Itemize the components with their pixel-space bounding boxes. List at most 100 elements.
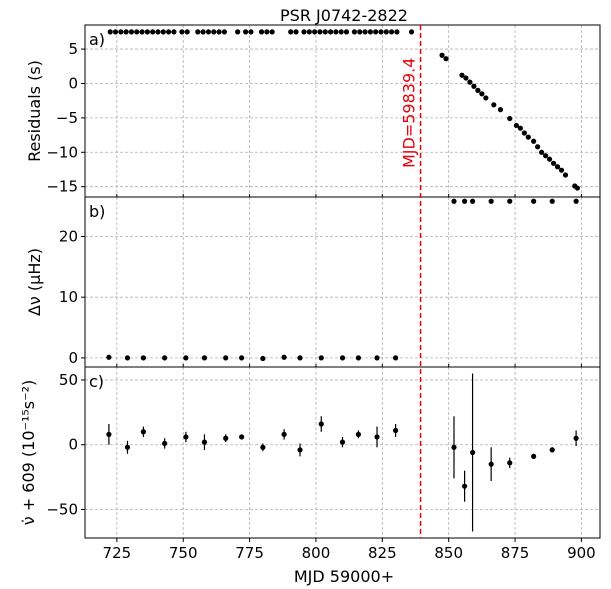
data-point xyxy=(517,125,523,131)
data-point xyxy=(546,156,553,162)
data-point xyxy=(124,355,131,361)
glitch-marker: MJD=59839.4 xyxy=(400,25,422,538)
data-point xyxy=(367,29,373,35)
data-point xyxy=(201,439,208,445)
data-point xyxy=(183,434,189,440)
data-point xyxy=(195,29,201,35)
data-point xyxy=(140,429,147,435)
data-point xyxy=(467,79,473,85)
data-point xyxy=(235,29,241,35)
glitch-label: MJD=59839.4 xyxy=(400,58,419,168)
data-point xyxy=(469,198,476,204)
data-point xyxy=(383,29,389,35)
data-point xyxy=(223,355,229,361)
data-point xyxy=(123,29,129,35)
x-tick-label: 750 xyxy=(169,544,198,562)
data-point xyxy=(475,87,481,93)
x-tick-label: 775 xyxy=(235,544,264,562)
data-point xyxy=(179,29,185,35)
data-point xyxy=(140,355,147,361)
data-point xyxy=(318,421,324,427)
x-axis-ticks: 725 750 775 800 825 850 875 900 xyxy=(103,194,596,562)
data-point xyxy=(535,144,541,150)
x-tick-label: 900 xyxy=(567,544,596,562)
panel-c-nu-dot: 50 0 −50 c) xyxy=(46,366,601,539)
data-point xyxy=(351,29,358,35)
data-point xyxy=(554,164,561,170)
data-point xyxy=(558,167,565,173)
y-tick-label: −5 xyxy=(56,109,78,127)
data-point xyxy=(258,29,265,35)
data-point xyxy=(128,29,135,35)
data-point xyxy=(269,29,275,35)
data-point xyxy=(139,29,145,35)
data-point xyxy=(469,449,476,456)
data-point xyxy=(106,431,112,437)
data-point xyxy=(288,29,294,35)
data-point xyxy=(488,461,494,467)
data-point xyxy=(221,29,227,35)
data-point xyxy=(463,75,469,81)
data-point xyxy=(373,29,379,35)
data-point xyxy=(521,130,527,136)
data-point xyxy=(107,29,113,35)
data-point xyxy=(124,444,131,450)
data-point xyxy=(374,355,380,361)
y-tick-label: 0 xyxy=(68,436,78,454)
data-point xyxy=(297,355,303,361)
data-point xyxy=(264,29,270,35)
data-point xyxy=(112,29,119,35)
data-point xyxy=(166,29,172,35)
data-point xyxy=(355,431,362,437)
data-point xyxy=(513,122,519,129)
panel-a-residuals: 5 0 −5 −10 −15 a) xyxy=(46,24,601,198)
y-axis-label: ν̇ + 609 (10⁻¹⁵s⁻²) xyxy=(19,380,38,525)
data-point xyxy=(479,91,485,97)
data-point xyxy=(317,29,323,35)
data-point xyxy=(338,29,344,35)
data-point xyxy=(260,444,266,450)
data-point xyxy=(483,95,489,101)
data-point xyxy=(439,52,445,58)
y-tick-label: 10 xyxy=(59,288,78,306)
y-tick-label: 5 xyxy=(68,40,78,58)
x-tick-label: 850 xyxy=(434,544,463,562)
panel-label: b) xyxy=(89,202,105,221)
y-tick-label: 0 xyxy=(68,349,78,367)
data-point xyxy=(160,29,166,35)
data-point xyxy=(322,29,328,35)
data-point xyxy=(531,138,537,144)
data-point xyxy=(171,29,177,35)
y-tick-label: 20 xyxy=(59,227,78,245)
data-point xyxy=(184,29,190,35)
data-point xyxy=(281,354,287,360)
panel-frame xyxy=(84,366,601,539)
data-point xyxy=(374,434,380,440)
data-point xyxy=(339,439,346,445)
data-point xyxy=(333,29,339,35)
data-point xyxy=(106,354,112,360)
data-point xyxy=(183,355,189,361)
data-point xyxy=(281,431,287,437)
x-tick-label: 800 xyxy=(302,544,331,562)
data-point xyxy=(443,56,449,62)
data-point xyxy=(312,29,318,35)
data-point xyxy=(243,29,249,35)
data-point xyxy=(293,29,299,35)
data-point xyxy=(451,444,457,450)
data-point xyxy=(200,29,206,35)
x-tick-label: 875 xyxy=(501,544,530,562)
panel-frame xyxy=(84,196,601,368)
data-point xyxy=(339,355,346,361)
data-point xyxy=(155,29,161,35)
data-point xyxy=(471,83,477,89)
data-point xyxy=(144,29,150,35)
data-point xyxy=(205,29,212,35)
data-point xyxy=(118,29,124,35)
data-point xyxy=(488,198,494,204)
data-point xyxy=(531,453,537,459)
data-point xyxy=(318,355,324,361)
data-point xyxy=(297,447,303,453)
data-point xyxy=(394,29,400,35)
